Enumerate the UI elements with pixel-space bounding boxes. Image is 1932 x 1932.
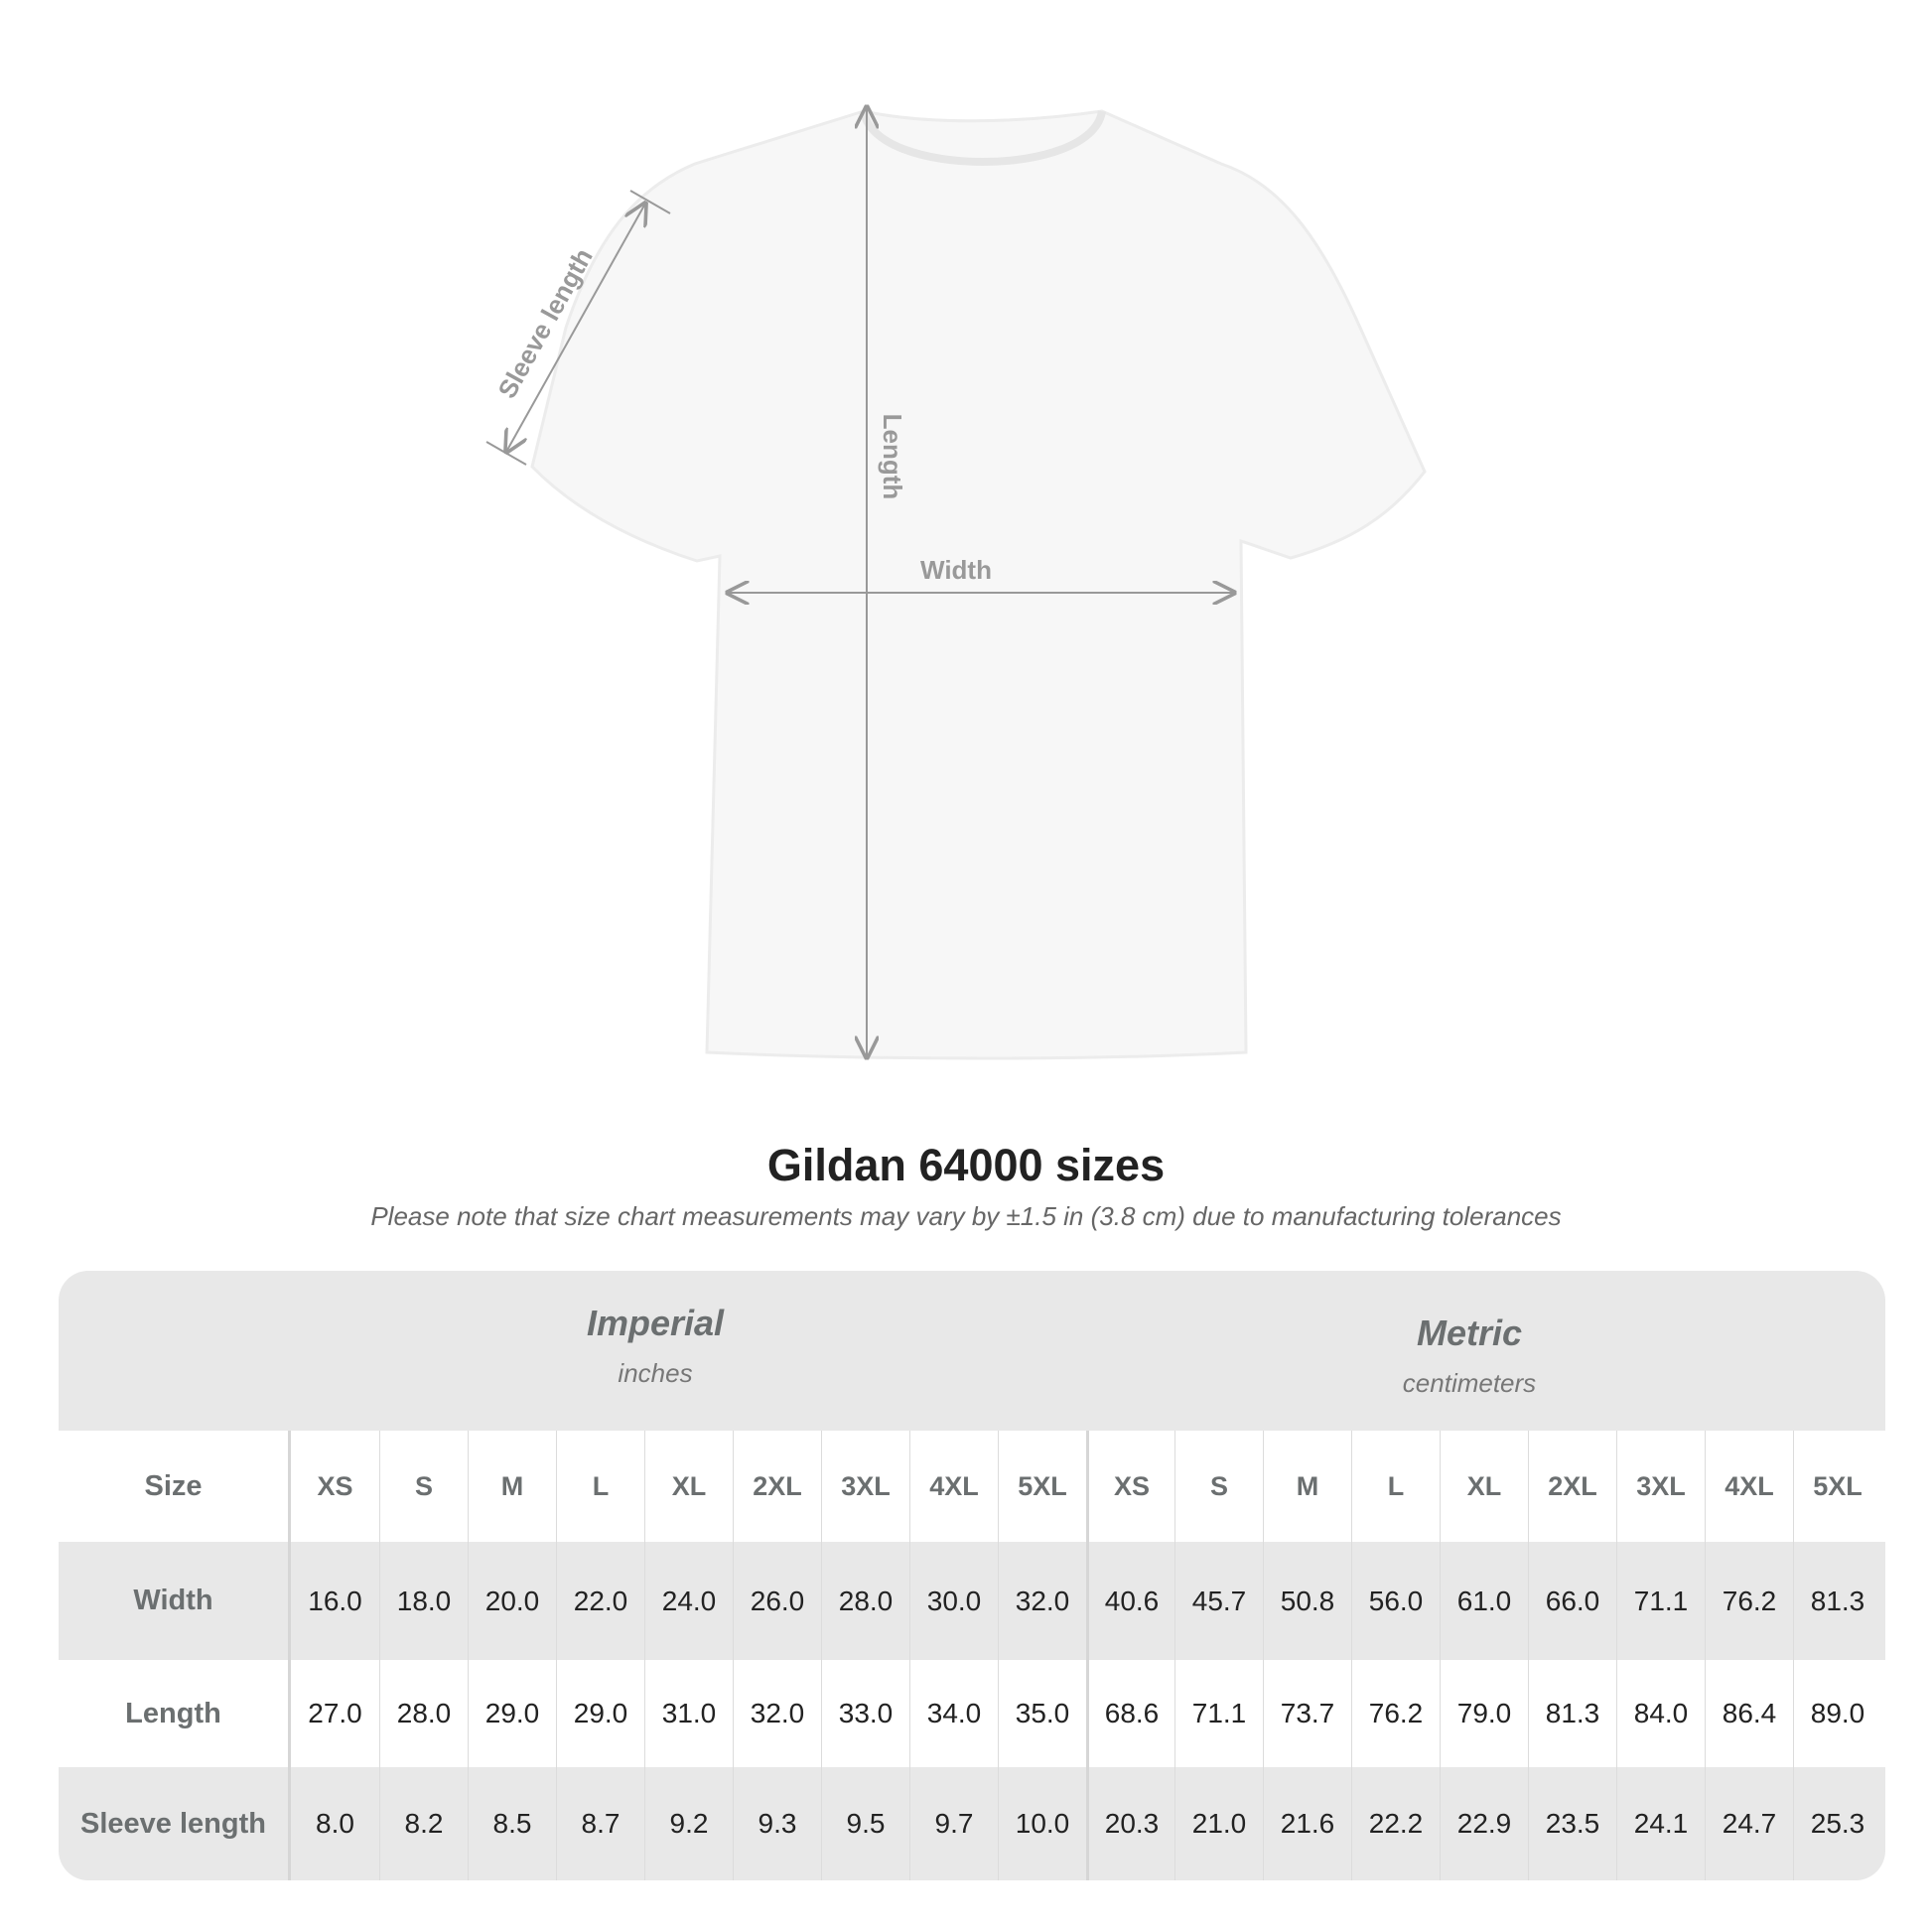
size-header: 4XL bbox=[1705, 1431, 1793, 1542]
size-header: 5XL bbox=[1793, 1431, 1881, 1542]
size-header: 2XL bbox=[733, 1431, 821, 1542]
table-cell: 9.7 bbox=[909, 1767, 998, 1880]
table-cell: 50.8 bbox=[1263, 1542, 1351, 1660]
table-cell: 20.3 bbox=[1086, 1767, 1174, 1880]
tolerance-note: Please note that size chart measurements… bbox=[370, 1201, 1562, 1231]
size-header: 5XL bbox=[998, 1431, 1086, 1542]
table-cell: 61.0 bbox=[1440, 1542, 1528, 1660]
size-header: 2XL bbox=[1528, 1431, 1616, 1542]
table-cell: 24.1 bbox=[1616, 1767, 1705, 1880]
table-cell: 10.0 bbox=[998, 1767, 1086, 1880]
tshirt-shape bbox=[530, 109, 1427, 1060]
table-row: Width 16.0 18.0 20.0 22.0 24.0 26.0 28.0 30.0 32.… bbox=[59, 1542, 1885, 1660]
length-label: Length bbox=[878, 414, 907, 500]
size-header: S bbox=[379, 1431, 468, 1542]
size-header: L bbox=[556, 1431, 644, 1542]
row-label: Width bbox=[59, 1542, 291, 1660]
table-cell: 8.2 bbox=[379, 1767, 468, 1880]
row-label: Size bbox=[59, 1431, 291, 1542]
metric-header: Metric centimeters bbox=[1402, 1312, 1537, 1398]
table-cell: 21.0 bbox=[1174, 1767, 1263, 1880]
table-cell: 30.0 bbox=[909, 1542, 998, 1660]
table-cell: 81.3 bbox=[1528, 1660, 1616, 1767]
size-header-row: Size XS S M L XL 2XL 3XL 4XL 5XL XS S M L XL 2XL 3XL 4XL 5… bbox=[59, 1431, 1885, 1542]
sleeve-arrow bbox=[506, 204, 645, 452]
table-row: Length 27.0 28.0 29.0 29.0 31.0 32.0 33.0 34.0 35… bbox=[59, 1660, 1885, 1767]
table-cell: 25.3 bbox=[1793, 1767, 1881, 1880]
table-cell: 89.0 bbox=[1793, 1660, 1881, 1767]
table-cell: 71.1 bbox=[1616, 1542, 1705, 1660]
table-cell: 20.0 bbox=[468, 1542, 556, 1660]
size-header: 3XL bbox=[1616, 1431, 1705, 1542]
size-header: 3XL bbox=[821, 1431, 909, 1542]
table-cell: 9.2 bbox=[644, 1767, 733, 1880]
size-header: XL bbox=[1440, 1431, 1528, 1542]
table-cell: 22.0 bbox=[556, 1542, 644, 1660]
row-label: Sleeve length bbox=[59, 1767, 291, 1880]
table-cell: 29.0 bbox=[468, 1660, 556, 1767]
table-cell: 56.0 bbox=[1351, 1542, 1440, 1660]
table-cell: 9.3 bbox=[733, 1767, 821, 1880]
table-cell: 26.0 bbox=[733, 1542, 821, 1660]
size-header: S bbox=[1174, 1431, 1263, 1542]
table-cell: 29.0 bbox=[556, 1660, 644, 1767]
width-label: Width bbox=[920, 555, 992, 585]
imperial-header: Imperial inches bbox=[586, 1303, 725, 1388]
table-row: Sleeve length 8.0 8.2 8.5 8.7 9.2 9.3 9.5 9.7 10.… bbox=[59, 1767, 1885, 1880]
table-cell: 66.0 bbox=[1528, 1542, 1616, 1660]
page-title: Gildan 64000 sizes bbox=[766, 1140, 1166, 1190]
table-cell: 8.0 bbox=[316, 1808, 354, 1839]
table-cell: 23.5 bbox=[1528, 1767, 1616, 1880]
table-cell: 28.0 bbox=[379, 1660, 468, 1767]
table-cell: 32.0 bbox=[998, 1542, 1086, 1660]
table-cell: 8.5 bbox=[468, 1767, 556, 1880]
table-cell: 8.7 bbox=[556, 1767, 644, 1880]
size-header: M bbox=[468, 1431, 556, 1542]
table-cell: 32.0 bbox=[733, 1660, 821, 1767]
size-table: Imperial inches Metric centimeters Size X… bbox=[59, 1271, 1885, 1880]
table-cell: 68.6 bbox=[1086, 1660, 1174, 1767]
table-cell: 28.0 bbox=[821, 1542, 909, 1660]
table-cell: 40.6 bbox=[1086, 1542, 1174, 1660]
table-cell: 27.0 bbox=[308, 1698, 362, 1728]
table-cell: 21.6 bbox=[1263, 1767, 1351, 1880]
size-header: L bbox=[1351, 1431, 1440, 1542]
table-cell: 31.0 bbox=[644, 1660, 733, 1767]
size-header: M bbox=[1263, 1431, 1351, 1542]
table-cell: 35.0 bbox=[998, 1660, 1086, 1767]
size-header: 4XL bbox=[909, 1431, 998, 1542]
row-label: Length bbox=[59, 1660, 291, 1767]
table-cell: 86.4 bbox=[1705, 1660, 1793, 1767]
table-cell: 73.7 bbox=[1263, 1660, 1351, 1767]
table-cell: 33.0 bbox=[821, 1660, 909, 1767]
tshirt-diagram: Sleeve length Length Width bbox=[485, 0, 1427, 1060]
table-cell: 9.5 bbox=[821, 1767, 909, 1880]
table-cell: 18.0 bbox=[379, 1542, 468, 1660]
table-cell: 34.0 bbox=[909, 1660, 998, 1767]
table-cell: 76.2 bbox=[1351, 1660, 1440, 1767]
table-cell: 24.0 bbox=[644, 1542, 733, 1660]
table-cell: 45.7 bbox=[1174, 1542, 1263, 1660]
table-cell: 79.0 bbox=[1440, 1660, 1528, 1767]
size-header: XS bbox=[317, 1470, 353, 1501]
table-cell: 22.2 bbox=[1351, 1767, 1440, 1880]
size-header: XL bbox=[644, 1431, 733, 1542]
table-cell: 24.7 bbox=[1705, 1767, 1793, 1880]
table-cell: 16.0 bbox=[308, 1585, 362, 1616]
table-cell: 22.9 bbox=[1440, 1767, 1528, 1880]
table-cell: 71.1 bbox=[1174, 1660, 1263, 1767]
table-cell: 81.3 bbox=[1793, 1542, 1881, 1660]
size-header: XS bbox=[1086, 1431, 1174, 1542]
unit-header: Imperial inches Metric centimeters bbox=[59, 1271, 1885, 1431]
table-cell: 76.2 bbox=[1705, 1542, 1793, 1660]
table-cell: 84.0 bbox=[1616, 1660, 1705, 1767]
